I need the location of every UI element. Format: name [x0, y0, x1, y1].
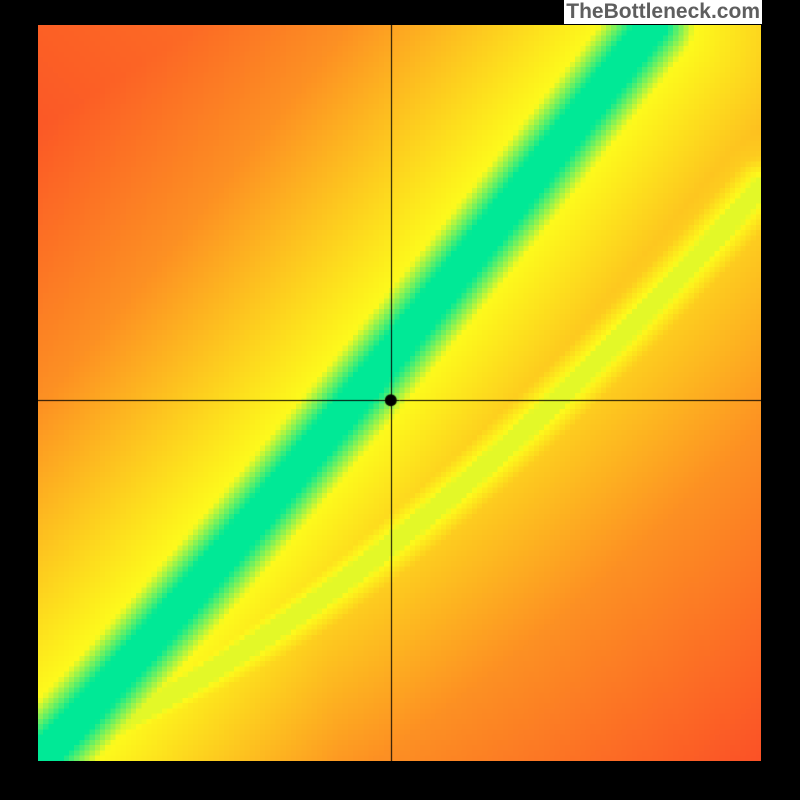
bottleneck-heatmap — [38, 25, 761, 761]
chart-container: TheBottleneck.com — [0, 0, 800, 800]
watermark-text: TheBottleneck.com — [564, 0, 762, 24]
